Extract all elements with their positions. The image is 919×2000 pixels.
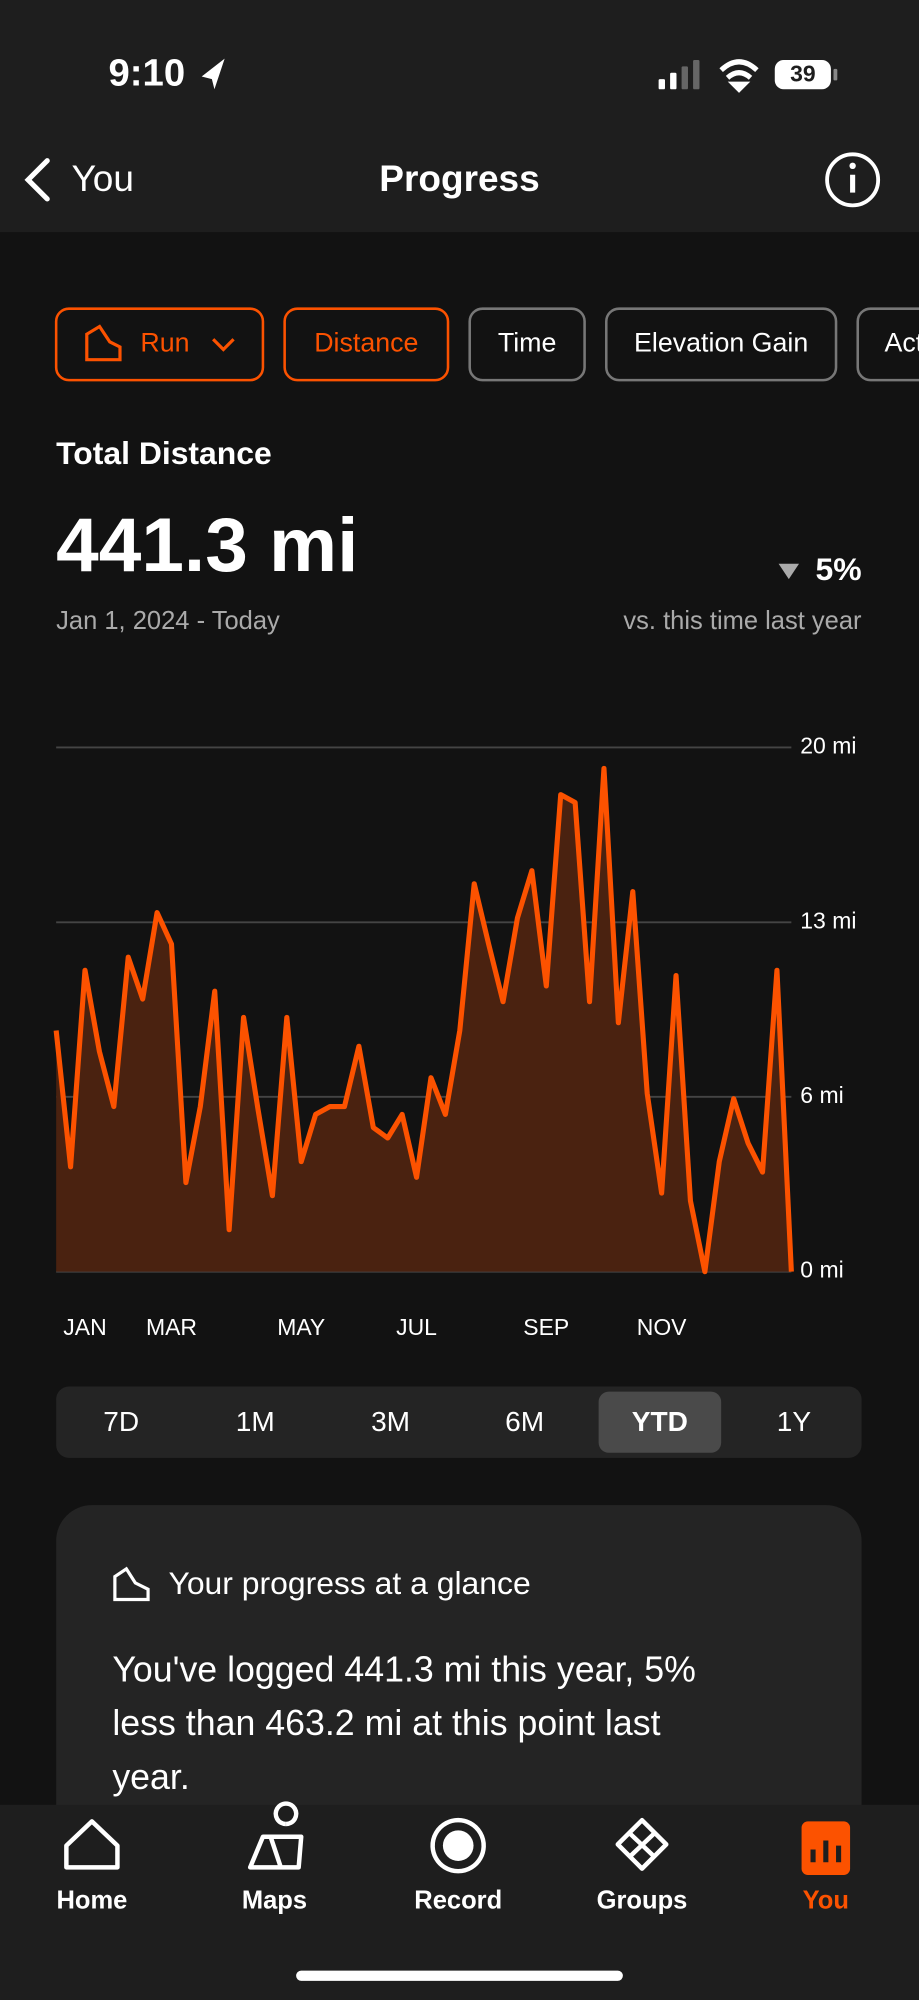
range-tabs-bg — [56, 1386, 862, 1458]
tab-icon[interactable] — [247, 1801, 304, 1870]
battery-icon — [774, 59, 831, 90]
range-tab[interactable]: 3M — [371, 1406, 410, 1437]
tab-label[interactable]: Record — [414, 1887, 502, 1915]
location-icon — [201, 58, 225, 90]
filter-label: Time — [498, 327, 557, 357]
filter-label: Elevation Gain — [634, 327, 808, 357]
x-tick-label: JAN — [63, 1314, 106, 1340]
status-time: 9:10 — [108, 51, 185, 94]
filter-label: Run — [140, 327, 189, 357]
battery-level: 39 — [790, 60, 816, 86]
down-triangle — [778, 563, 800, 580]
tab-label[interactable]: You — [803, 1887, 849, 1915]
filter-chip[interactable] — [54, 307, 265, 382]
header-bg — [0, 0, 919, 233]
x-tick-label: MAR — [146, 1314, 197, 1340]
change-value: 5% — [815, 551, 861, 587]
insight-body: year. — [112, 1757, 189, 1797]
battery-tip — [833, 68, 838, 81]
range-tab-selected[interactable] — [598, 1391, 722, 1453]
tab-icon[interactable] — [430, 1817, 486, 1874]
tab-icon-bars — [810, 1840, 842, 1863]
y-tick-label: 13 mi — [800, 907, 856, 933]
back-icon[interactable] — [24, 158, 50, 202]
insight-title: Your progress at a glance — [168, 1565, 530, 1601]
tab-icon[interactable] — [64, 1819, 120, 1870]
range-tab[interactable]: 1M — [236, 1406, 275, 1437]
summary-range: Jan 1, 2024 - Today — [56, 607, 280, 635]
insight-card — [56, 1505, 862, 1888]
x-tick-label: JUL — [396, 1314, 437, 1340]
filter-chip[interactable] — [605, 307, 838, 382]
filter-label: Act — [885, 327, 919, 357]
filter-label: Distance — [314, 327, 418, 357]
y-tick-label: 6 mi — [800, 1082, 843, 1108]
home-indicator — [296, 1970, 623, 1981]
filter-chip[interactable] — [468, 307, 586, 382]
nav-title: Progress — [379, 158, 539, 199]
info-icon[interactable] — [825, 152, 881, 208]
insight-body: You've logged 441.3 mi this year, 5% — [112, 1650, 696, 1690]
summary-label: Total Distance — [56, 435, 272, 471]
summary-value: 441.3 mi — [56, 503, 358, 588]
y-tick-label: 0 mi — [800, 1257, 843, 1283]
range-tab[interactable]: YTD — [632, 1406, 688, 1437]
filter-chip[interactable] — [856, 307, 919, 382]
info-icon-bar — [850, 174, 856, 193]
tab-label[interactable]: Groups — [597, 1887, 688, 1915]
x-tick-label: MAY — [277, 1314, 325, 1340]
tab-label[interactable]: Home — [56, 1887, 127, 1915]
range-tab[interactable]: 7D — [103, 1406, 139, 1437]
range-tab[interactable]: 6M — [505, 1406, 544, 1437]
wifi-icon — [719, 59, 759, 93]
range-tab[interactable]: 1Y — [777, 1406, 812, 1437]
signal-icon — [658, 59, 700, 90]
tab-label[interactable]: Maps — [242, 1887, 307, 1915]
shoe-icon — [113, 1566, 150, 1602]
change-note: vs. this time last year — [623, 607, 862, 635]
x-tick-label: NOV — [637, 1314, 687, 1340]
info-icon-dot — [849, 162, 856, 170]
back-label[interactable]: You — [71, 158, 133, 199]
x-tick-label: SEP — [523, 1314, 569, 1340]
shoe-icon — [85, 324, 122, 362]
filter-chip[interactable] — [283, 307, 450, 382]
y-tick-label: 20 mi — [800, 733, 856, 759]
area-fill — [56, 768, 792, 1272]
tab-icon[interactable] — [615, 1817, 669, 1871]
record-dot — [442, 1830, 474, 1861]
insight-body: less than 463.2 mi at this point last — [112, 1703, 660, 1743]
area-line — [53, 765, 794, 1275]
chevron-icon — [212, 338, 235, 352]
